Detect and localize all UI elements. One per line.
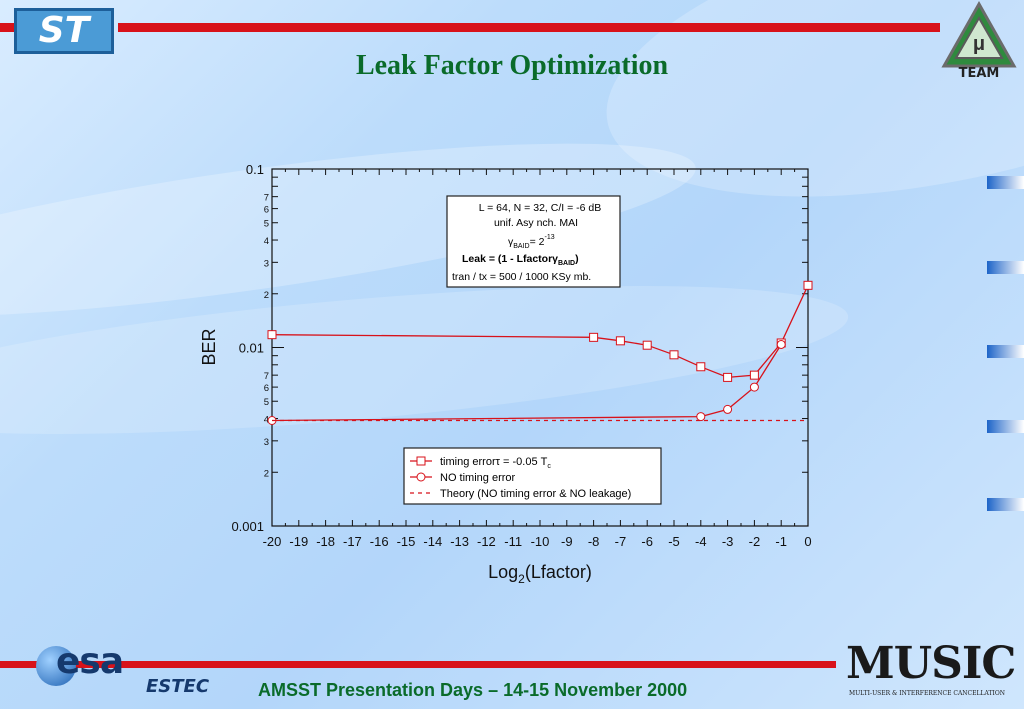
y-minor-tick-label: 7: [264, 193, 269, 204]
series-line-1: [271, 344, 782, 422]
music-logo-subtitle: MULTI-USER & INTERFERENCE CANCELLATION: [848, 690, 1006, 697]
x-tick-label: -3: [722, 534, 734, 549]
y-minor-tick-label: 4: [264, 415, 269, 426]
team-logo-icon: μ: [941, 0, 1017, 68]
x-tick-label: -17: [343, 534, 362, 549]
data-point-circle: [696, 412, 706, 422]
x-tick-label: -19: [289, 534, 308, 549]
side-decoration: [987, 261, 1024, 274]
data-point-circle: [749, 382, 759, 392]
legend-entry-no-timing-error: NO timing error: [440, 472, 516, 484]
x-tick-label: -12: [477, 534, 496, 549]
x-tick-label: -4: [695, 534, 707, 549]
team-logo-label: TEAM: [958, 66, 1000, 81]
top-accent-bar-left: [0, 23, 14, 32]
y-tick-label: 0.1: [246, 162, 264, 177]
y-minor-tick-label: 4: [264, 236, 269, 247]
side-decoration: [987, 498, 1024, 511]
esa-logo: esa: [56, 641, 124, 682]
chart-series: [267, 280, 813, 425]
svg-text:μ: μ: [973, 33, 985, 55]
slide-title: Leak Factor Optimization: [355, 50, 669, 81]
chart-axes: -20 -19 -18 -17 -16 -15 -14 -13 -12 -11 -10 -9 -8 -7-…: [231, 162, 811, 549]
y-axis-label: BER: [199, 328, 219, 365]
x-tick-label: -9: [561, 534, 573, 549]
y-minor-tick-label: 3: [264, 258, 269, 269]
side-decoration: [987, 176, 1024, 189]
legend-entry-theory: Theory (NO timing error & NO leakage): [440, 488, 631, 500]
y-minor-tick-label: 5: [264, 219, 269, 230]
y-minor-tick-label: 5: [264, 397, 269, 408]
x-tick-label: -10: [531, 534, 550, 549]
data-point-circle: [776, 339, 786, 349]
y-minor-tick-label: 6: [264, 205, 269, 216]
annotation-line-5: tran / tx = 500 / 1000 KSy mb.: [452, 271, 591, 283]
series-line-0: [271, 285, 809, 379]
top-accent-bar: [118, 23, 940, 32]
y-tick-label: 0.001: [231, 519, 264, 534]
y-minor-tick-label: 3: [264, 437, 269, 448]
annotation-line-4: Leak = (1 - LfactorγBAID): [462, 253, 579, 267]
x-tick-label: -14: [423, 534, 442, 549]
bottom-accent-bar: [0, 661, 836, 668]
data-point-square: [696, 362, 706, 372]
st-logo: ST: [14, 8, 114, 54]
annotation-box: L = 64, N = 32, C/I = -6 dB unif. Asy nc…: [446, 195, 621, 288]
x-tick-label: -5: [668, 534, 680, 549]
x-tick-label: -16: [370, 534, 389, 549]
annotation-line-2: unif. Asy nch. MAI: [494, 217, 578, 229]
x-tick-label: -7: [615, 534, 627, 549]
legend-entry-timing-error: timing errorτ = -0.05 Tc: [440, 456, 551, 470]
x-tick-label: -20: [263, 534, 282, 549]
y-minor-tick-label: 2: [264, 468, 269, 479]
data-point-square: [615, 336, 625, 346]
estec-logo: ESTEC: [146, 676, 210, 697]
data-point-square: [642, 340, 652, 350]
data-point-square: [803, 280, 813, 290]
y-minor-tick-label: 6: [264, 383, 269, 394]
x-axis-label: Log2(Lfactor): [488, 562, 592, 586]
data-point-square: [589, 332, 599, 342]
y-minor-tick-label: 7: [264, 371, 269, 382]
y-tick-label: 0.01: [239, 341, 264, 356]
data-point-square: [267, 330, 277, 340]
x-tick-label: -2: [749, 534, 761, 549]
data-point-square: [749, 370, 759, 380]
data-point-square: [723, 372, 733, 382]
x-tick-label: -1: [775, 534, 787, 549]
x-tick-label: -11: [504, 534, 522, 549]
x-tick-label: 0: [804, 534, 811, 549]
music-logo: MUSIC: [846, 638, 1016, 689]
x-tick-label: -13: [450, 534, 469, 549]
side-decoration: [987, 345, 1024, 358]
annotation-line-1: L = 64, N = 32, C/I = -6 dB: [479, 202, 601, 214]
data-point-square: [669, 350, 679, 360]
x-tick-label: -8: [588, 534, 600, 549]
side-decoration: [987, 420, 1024, 433]
x-tick-label: -18: [316, 534, 335, 549]
x-tick-label: -6: [641, 534, 653, 549]
x-tick-label: -15: [397, 534, 416, 549]
annotation-line-3: γBAID= 2-13: [508, 234, 555, 250]
footer-text: AMSST Presentation Days – 14-15 November…: [258, 680, 688, 700]
esa-globe-icon: [36, 646, 76, 686]
chart-legend: timing errorτ = -0.05 Tc NO timing error…: [403, 447, 662, 505]
data-point-circle: [723, 404, 733, 414]
y-minor-tick-label: 2: [264, 290, 269, 301]
